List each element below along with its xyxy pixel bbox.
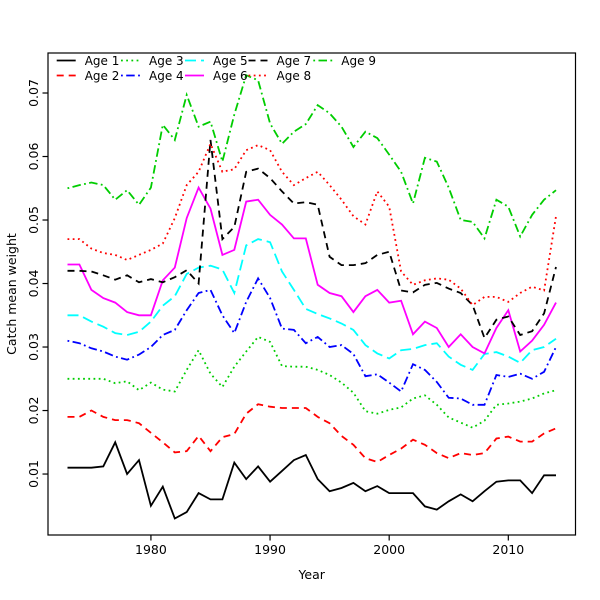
series-line-age-2: [67, 403, 557, 463]
legend-label-age-3: Age 3: [149, 54, 184, 68]
series-line-age-5: [67, 238, 557, 372]
legend-label-age-4: Age 4: [149, 69, 184, 83]
series-line-age-3: [67, 335, 557, 429]
legend-label-age-5: Age 5: [213, 54, 248, 68]
series-line-age-8: [67, 141, 557, 307]
x-tick-label: 2000: [373, 542, 405, 557]
legend-label-age-9: Age 9: [341, 54, 376, 68]
y-tick-label: 0.01: [26, 460, 41, 488]
series-group: [67, 73, 557, 520]
plot-border: [47, 52, 577, 536]
series-line-age-6: [67, 185, 557, 355]
legend-label-age-1: Age 1: [85, 54, 120, 68]
x-tick-label: 2010: [492, 542, 524, 557]
axis-ticks-group: 1980 1990 2000 2010 0.01 0.02 0.03 0.04 0.05 0.06…: [26, 79, 524, 557]
x-tick-label: 1980: [135, 542, 167, 557]
y-tick-label: 0.04: [26, 270, 41, 298]
y-tick-label: 0.07: [26, 79, 41, 107]
legend-label-age-7: Age 7: [277, 54, 312, 68]
y-tick-label: 0.06: [26, 143, 41, 171]
x-axis-title: Year: [297, 567, 325, 582]
x-tick-label: 1990: [254, 542, 286, 557]
y-axis-title: Catch mean weight: [4, 233, 19, 355]
series-line-age-7: [67, 139, 557, 341]
legend-label-age-2: Age 2: [85, 69, 120, 83]
legend-label-age-8: Age 8: [277, 69, 312, 83]
y-tick-label: 0.02: [26, 397, 41, 425]
series-line-age-4: [67, 276, 557, 406]
legend-label-age-6: Age 6: [213, 69, 248, 83]
series-line-age-9: [67, 73, 557, 241]
y-tick-label: 0.03: [26, 333, 41, 361]
y-tick-label: 0.05: [26, 206, 41, 234]
series-line-age-1: [67, 440, 556, 520]
